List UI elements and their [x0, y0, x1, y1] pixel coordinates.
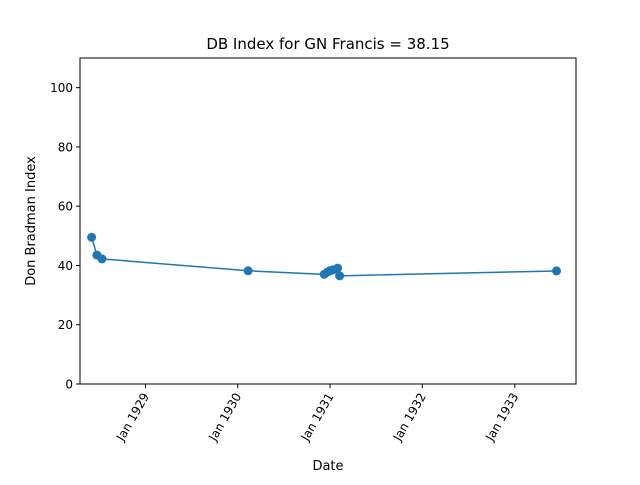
chart-title: DB Index for GN Francis = 38.15	[206, 35, 449, 53]
y-tick-label: 60	[58, 200, 73, 214]
plot-frame	[79, 57, 577, 385]
series-layer	[87, 232, 562, 281]
y-tick-label: 100	[50, 81, 73, 95]
x-axis-label: Date	[312, 459, 343, 474]
y-tick-label: 20	[58, 318, 73, 332]
data-point	[97, 254, 107, 264]
data-point	[552, 266, 562, 276]
y-tick-label: 0	[65, 378, 73, 392]
y-axis: 0 20 40 60 80 100	[50, 81, 80, 392]
y-axis-label: Don Bradman Index	[24, 156, 39, 286]
data-point	[335, 271, 345, 281]
data-point	[333, 263, 343, 273]
y-tick-label: 80	[58, 140, 73, 154]
y-tick-label: 40	[58, 259, 73, 273]
data-point	[87, 232, 97, 242]
data-point	[243, 266, 253, 276]
